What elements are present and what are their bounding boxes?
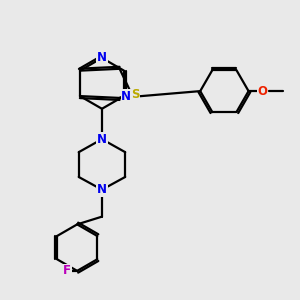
Text: N: N: [97, 51, 107, 64]
Text: S: S: [131, 88, 140, 101]
Text: N: N: [121, 90, 131, 103]
Text: F: F: [63, 264, 71, 278]
Text: N: N: [97, 133, 107, 146]
Text: N: N: [97, 183, 107, 196]
Text: O: O: [258, 85, 268, 98]
